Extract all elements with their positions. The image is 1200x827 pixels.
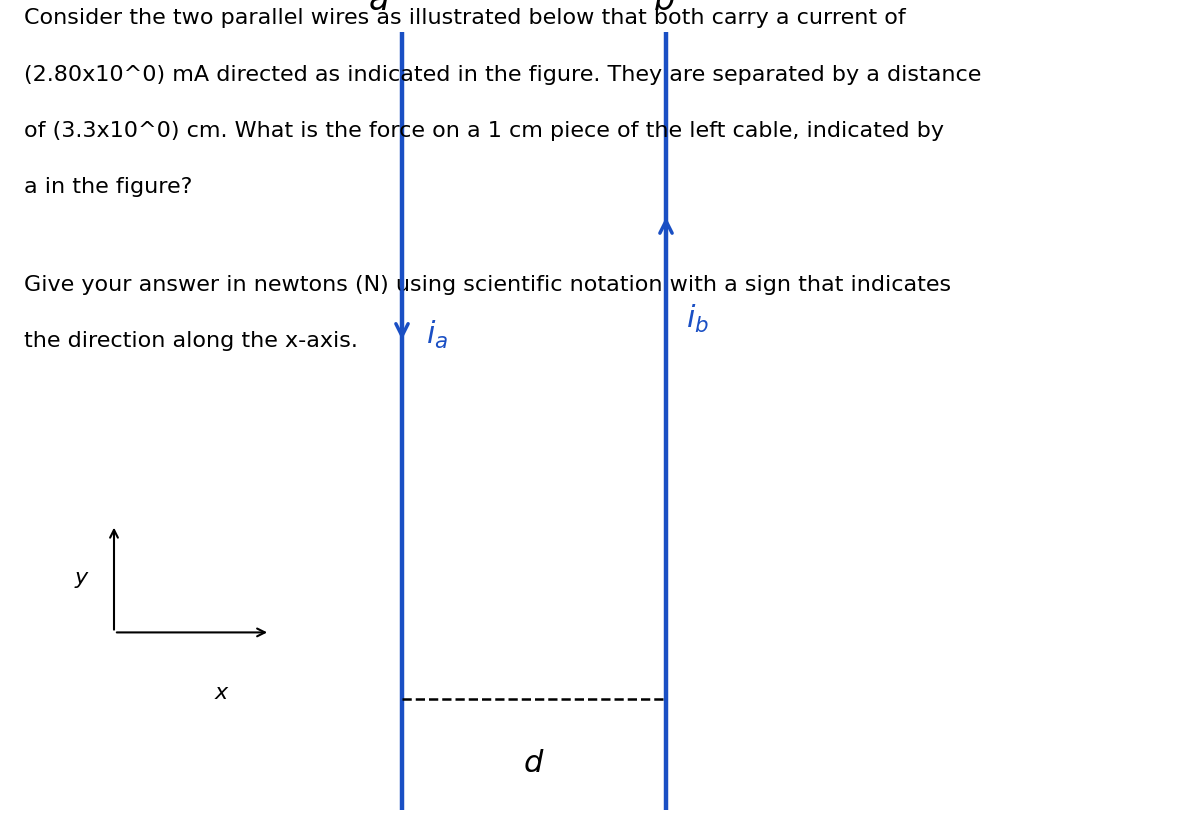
Text: (2.80x10^0) mA directed as indicated in the figure. They are separated by a dist: (2.80x10^0) mA directed as indicated in … — [24, 65, 982, 84]
Text: Consider the two parallel wires as illustrated below that both carry a current o: Consider the two parallel wires as illus… — [24, 8, 906, 28]
Text: $i_b$: $i_b$ — [686, 303, 709, 334]
Text: $\it{b}$: $\it{b}$ — [653, 0, 674, 17]
Text: $x$: $x$ — [214, 682, 230, 702]
Text: $\it{a}$: $\it{a}$ — [368, 0, 388, 17]
Text: $\it{d}$: $\it{d}$ — [523, 748, 545, 777]
Text: Give your answer in newtons (N) using scientific notation with a sign that indic: Give your answer in newtons (N) using sc… — [24, 275, 952, 294]
Text: $i_a$: $i_a$ — [426, 319, 448, 351]
Text: the direction along the x-axis.: the direction along the x-axis. — [24, 331, 358, 351]
Text: a in the figure?: a in the figure? — [24, 177, 192, 197]
Text: $y$: $y$ — [74, 569, 90, 589]
Text: of (3.3x10^0) cm. What is the force on a 1 cm piece of the left cable, indicated: of (3.3x10^0) cm. What is the force on a… — [24, 121, 944, 141]
